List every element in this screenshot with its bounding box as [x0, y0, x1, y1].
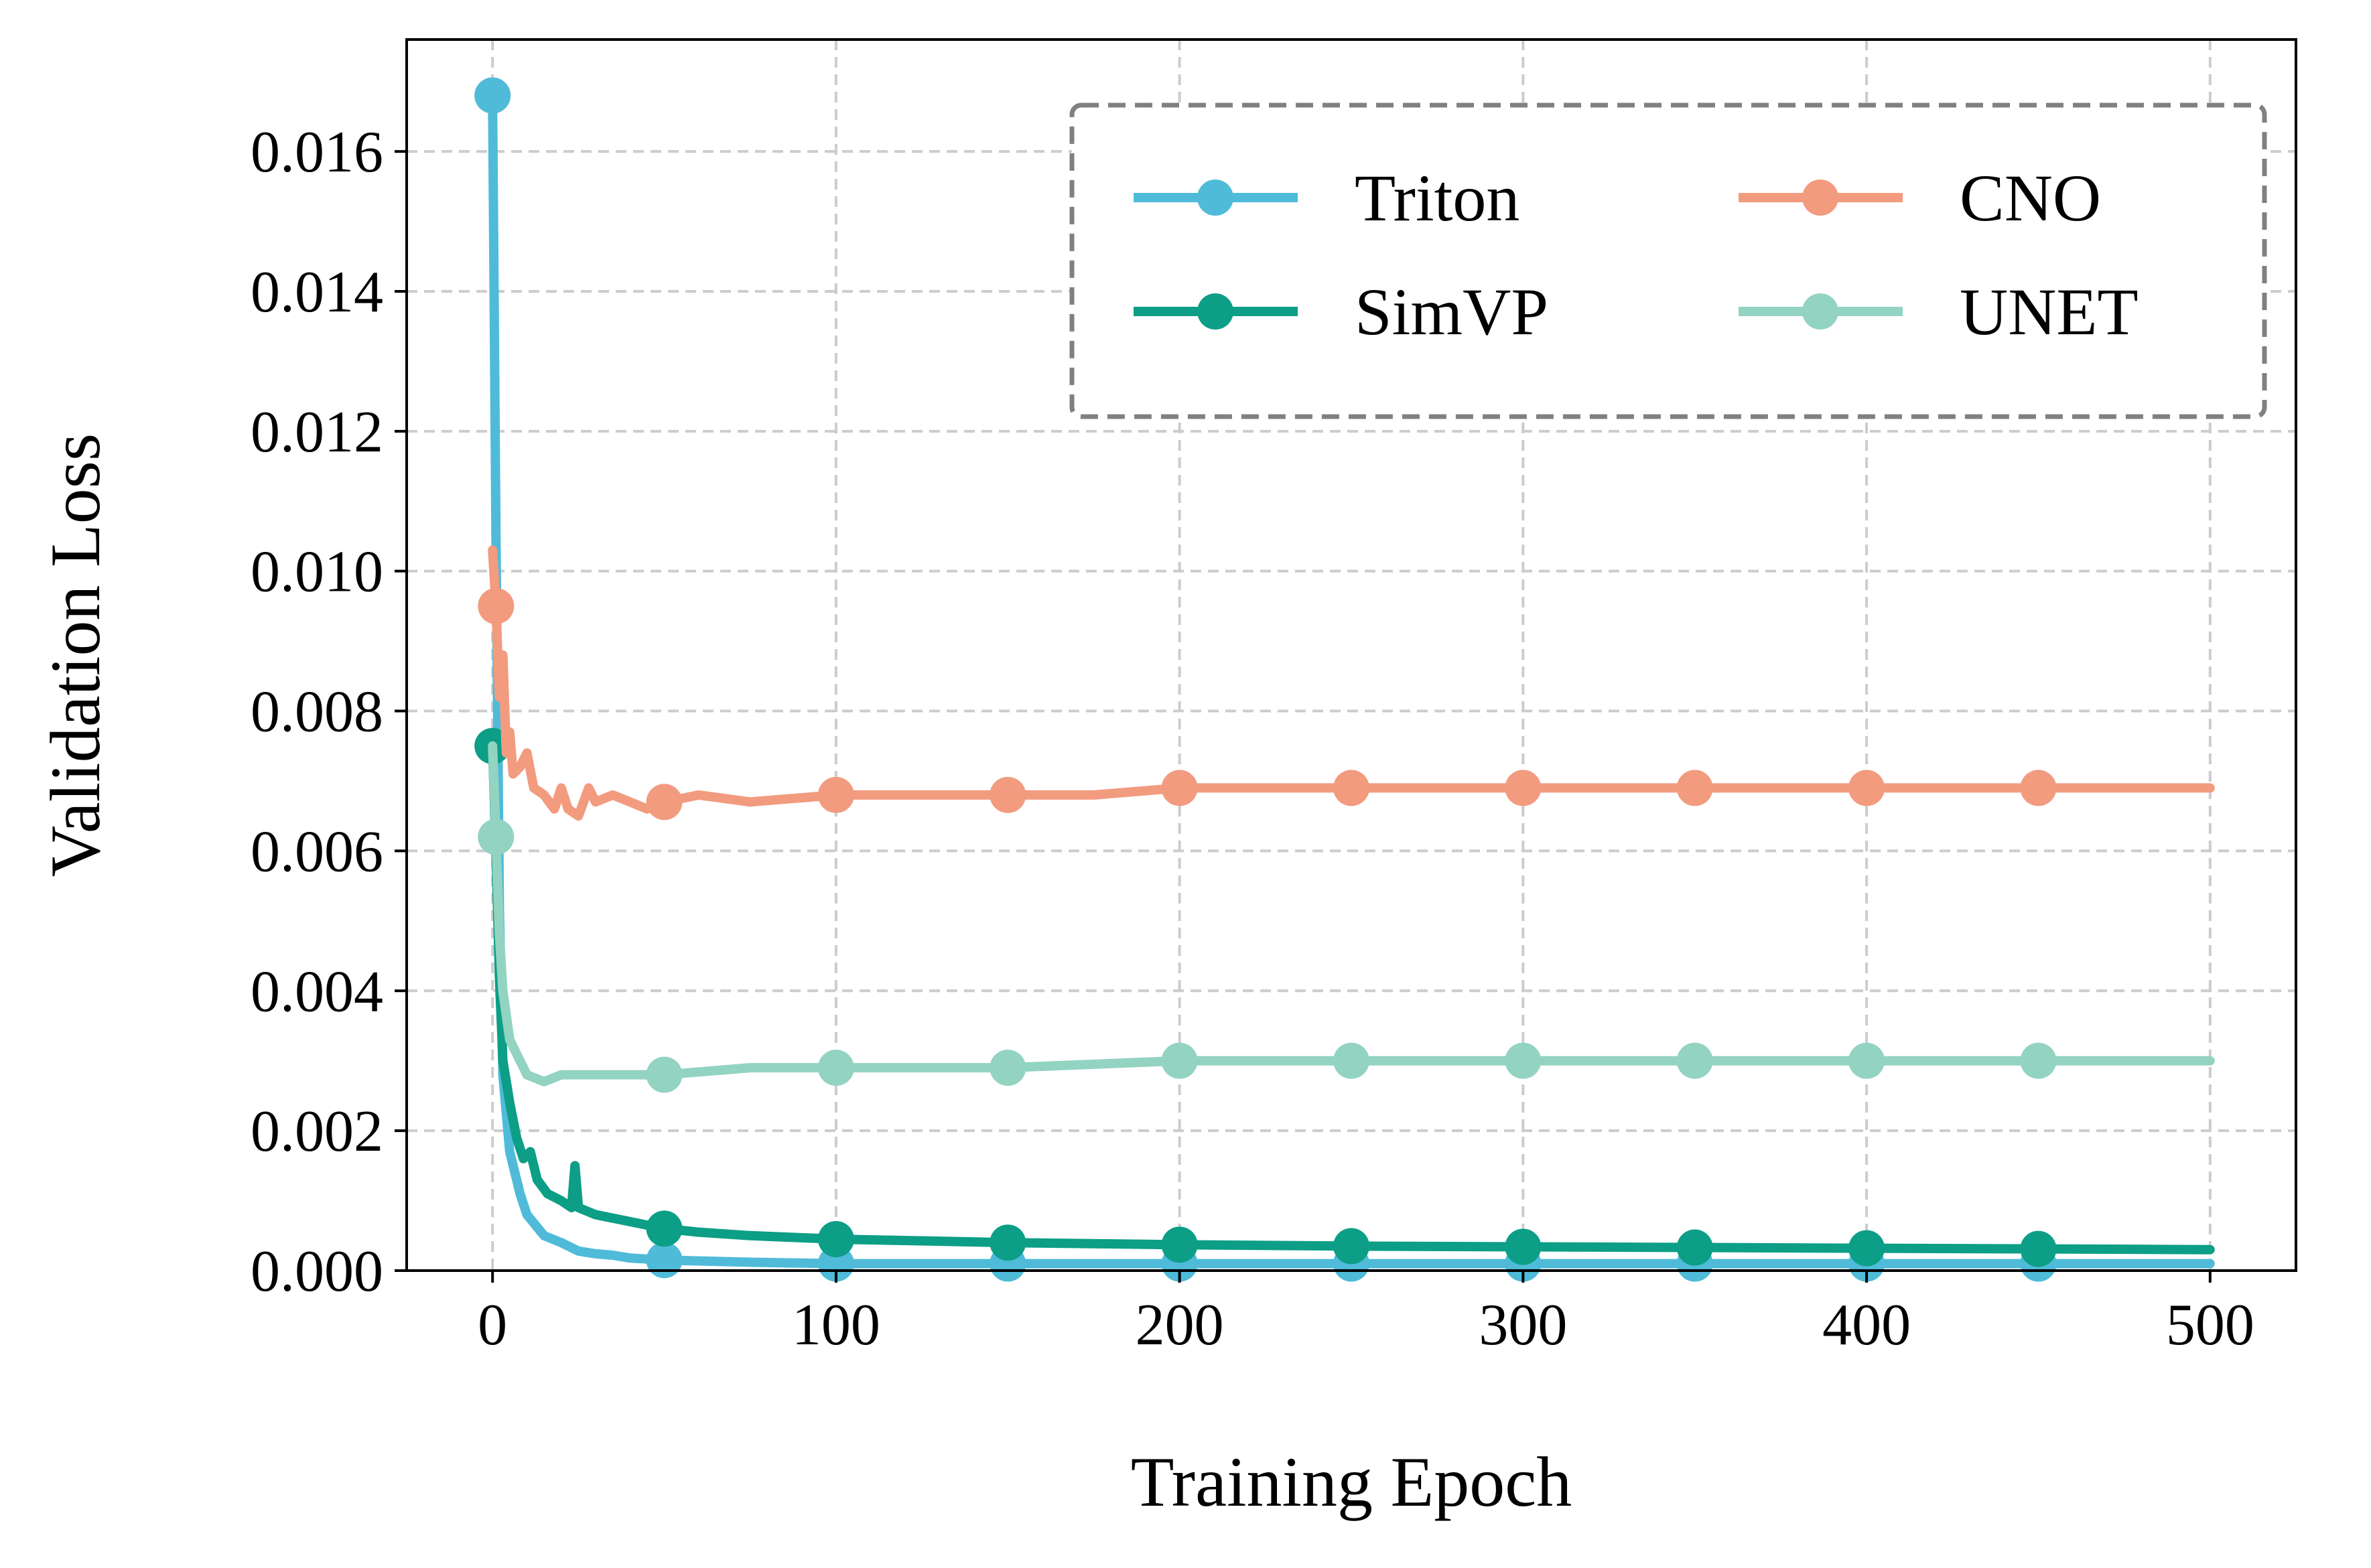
series-point-cno — [1848, 770, 1885, 806]
series-point-unet — [478, 818, 515, 855]
series-point-simvp — [1676, 1229, 1713, 1266]
series-point-cno — [1676, 770, 1713, 806]
legend-marker-triton — [1197, 180, 1233, 216]
series-point-unet — [646, 1056, 683, 1093]
x-tick-label: 0 — [478, 1293, 507, 1358]
y-tick-label: 0.012 — [251, 400, 383, 465]
y-tick-label: 0.004 — [251, 959, 383, 1024]
legend-frame — [1069, 102, 2267, 419]
series-point-cno — [646, 784, 683, 821]
series-line-cno — [488, 545, 2215, 821]
series-point-simvp — [1848, 1230, 1885, 1267]
x-tick-label: 500 — [2166, 1293, 2254, 1358]
series-point-cno — [478, 587, 515, 624]
series-point-cno — [1161, 770, 1198, 806]
legend-marker-unet — [1802, 293, 1838, 330]
y-tick-label: 0.014 — [251, 260, 383, 325]
series-point-unet — [2020, 1042, 2057, 1079]
x-tick-label: 100 — [792, 1293, 880, 1358]
x-tick-label: 300 — [1479, 1293, 1567, 1358]
legend-item-triton: Triton — [1134, 161, 1519, 235]
series-point-simvp — [817, 1221, 854, 1258]
series-point-simvp — [1333, 1228, 1369, 1265]
y-tick-label: 0.008 — [251, 680, 383, 745]
series-cno — [478, 545, 2215, 821]
series-point-cno — [1505, 770, 1542, 806]
legend-label-triton: Triton — [1355, 161, 1519, 235]
series-point-simvp — [1161, 1226, 1198, 1263]
series-point-cno — [990, 776, 1026, 813]
legend-item-unet: UNET — [1739, 275, 2139, 349]
series-point-cno — [2020, 770, 2057, 806]
legend-marker-simvp — [1197, 293, 1233, 330]
series-point-unet — [1333, 1042, 1369, 1079]
series-point-unet — [817, 1050, 854, 1086]
series-point-cno — [1333, 770, 1369, 806]
legend-label-simvp: SimVP — [1355, 275, 1548, 349]
legend: Triton CNO SimVP UNET — [1069, 102, 2267, 419]
legend-label-cno: CNO — [1960, 161, 2101, 235]
legend-label-unet: UNET — [1960, 275, 2139, 349]
axis-ticks: 0 100 200 300 400 500 0.000 0.002 0.004 0.006 0.00… — [251, 120, 2254, 1358]
series-point-simvp — [990, 1224, 1026, 1261]
y-tick-label: 0.006 — [251, 819, 383, 884]
y-tick-label: 0.000 — [251, 1239, 383, 1304]
series-point-unet — [1505, 1042, 1542, 1079]
series-line-simvp — [488, 741, 2215, 1255]
series-point-triton — [474, 77, 511, 114]
series-point-simvp — [646, 1210, 683, 1247]
y-tick-label: 0.016 — [251, 120, 383, 185]
series-point-triton — [646, 1242, 683, 1279]
series-point-unet — [990, 1050, 1026, 1086]
series-unet — [478, 741, 2215, 1093]
x-tick-label: 200 — [1136, 1293, 1224, 1358]
y-axis-title: Validation Loss — [36, 433, 115, 877]
y-tick-label: 0.010 — [251, 540, 383, 605]
x-tick-label: 400 — [1822, 1293, 1911, 1358]
series-point-unet — [1161, 1042, 1198, 1079]
series-point-unet — [1848, 1042, 1885, 1079]
legend-item-cno: CNO — [1739, 161, 2101, 235]
series-point-cno — [817, 776, 854, 813]
series-point-simvp — [2020, 1230, 2057, 1267]
plot-series — [474, 77, 2215, 1282]
series-line-triton — [488, 90, 2215, 1269]
y-tick-label: 0.002 — [251, 1099, 383, 1164]
series-point-simvp — [1505, 1228, 1542, 1265]
x-axis-title: Training Epoch — [1131, 1443, 1572, 1521]
legend-item-simvp: SimVP — [1134, 275, 1548, 349]
series-point-unet — [1676, 1042, 1713, 1079]
legend-marker-cno — [1802, 180, 1838, 216]
plot-frame — [405, 38, 2297, 1272]
